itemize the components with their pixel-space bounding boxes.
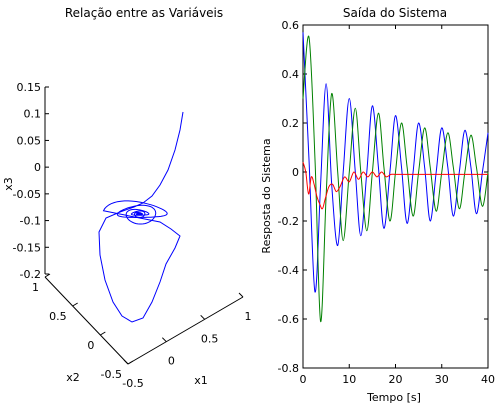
plot2d-x-tick-label: 40 [481, 373, 495, 386]
plot2d-series-group [302, 32, 489, 322]
series-line-2 [302, 35, 489, 322]
x2-tick-label: 0.5 [49, 310, 67, 323]
plot3d: Relação entre as Variáveis -0.2 -0.15 -0.1… [2, 6, 252, 390]
x2-tick-label: 1 [32, 281, 39, 294]
plot2d-y-tick-label: 0.2 [282, 117, 300, 130]
plot2d-y-tick-label: 0.6 [282, 19, 300, 32]
z-tick-group: -0.2 -0.15 -0.1 -0.05 0 0.05 0.1 0.15 [13, 81, 49, 281]
z-tick-label: 0.1 [24, 108, 42, 121]
x2-tick-mark [72, 302, 78, 307]
x1-tick-mark [161, 337, 167, 343]
plot2d-x-axis-label: Tempo [s] [366, 391, 421, 404]
plot2d-x-tick-label: 0 [300, 373, 307, 386]
plot2d-y-axis-label: Resposta do Sistema [260, 138, 273, 253]
z-axis-label: x3 [2, 177, 15, 191]
x1-tick-label: 1 [245, 310, 252, 323]
plot2d-title: Saída do Sistema [343, 6, 447, 20]
x1-axis-line [127, 296, 244, 365]
series-line-1 [302, 32, 489, 293]
z-tick-label: -0.05 [13, 188, 41, 201]
x1-tick-group: -0.5 0 0.5 1 [122, 292, 252, 390]
x1-axis-label: x1 [194, 374, 208, 387]
z-tick-label: -0.15 [13, 241, 41, 254]
z-tick-label: 0.05 [17, 134, 42, 147]
plot2d-x-tick-label: 10 [342, 373, 356, 386]
plot2d-frame [302, 24, 489, 369]
x2-axis-line [44, 276, 129, 365]
x1-tick-mark [123, 359, 129, 365]
z-tick-label: 0 [34, 161, 41, 174]
plot2d-y-tick-label: 0 [292, 166, 299, 179]
plot3d-title: Relação entre as Variáveis [65, 6, 223, 20]
plot2d-y-tick-label: -0.4 [278, 264, 299, 277]
plot2d: Saída do Sistema 0 10 20 30 40 -0.8 -0.6 -0.4 -0… [260, 6, 495, 404]
z-tick-label: -0.2 [20, 268, 41, 281]
x1-tick-label: 0 [168, 355, 175, 368]
x2-tick-mark [44, 273, 51, 278]
plot2d-x-tick-label: 30 [435, 373, 449, 386]
x1-tick-label: -0.5 [122, 377, 143, 390]
plot2d-y-tick-label: -0.6 [278, 313, 299, 326]
x1-tick-label: 0.5 [201, 332, 219, 345]
plot2d-y-tick-label: 0.4 [282, 68, 300, 81]
x1-tick-mark [238, 292, 244, 298]
z-tick-label: -0.1 [20, 215, 41, 228]
x2-tick-group: -0.5 0 0.5 1 [32, 273, 134, 381]
x2-tick-label: 0 [87, 339, 94, 352]
z-tick-label: 0.15 [17, 81, 42, 94]
x1-tick-mark [200, 314, 206, 320]
x2-axis-label: x2 [66, 371, 80, 384]
x2-tick-mark [100, 331, 106, 336]
plot2d-x-tick-label: 20 [389, 373, 403, 386]
plot2d-y-tick-label: -0.2 [278, 215, 299, 228]
plot2d-y-tick-label: -0.8 [278, 362, 299, 375]
trajectory-3d-line [98, 111, 184, 323]
series-line-3 [302, 162, 488, 210]
plot2d-tick-group: 0 10 20 30 40 -0.8 -0.6 -0.4 -0.2 0 0.2 0.4 0.6 [278, 19, 495, 386]
x2-tick-label: -0.5 [101, 368, 122, 381]
